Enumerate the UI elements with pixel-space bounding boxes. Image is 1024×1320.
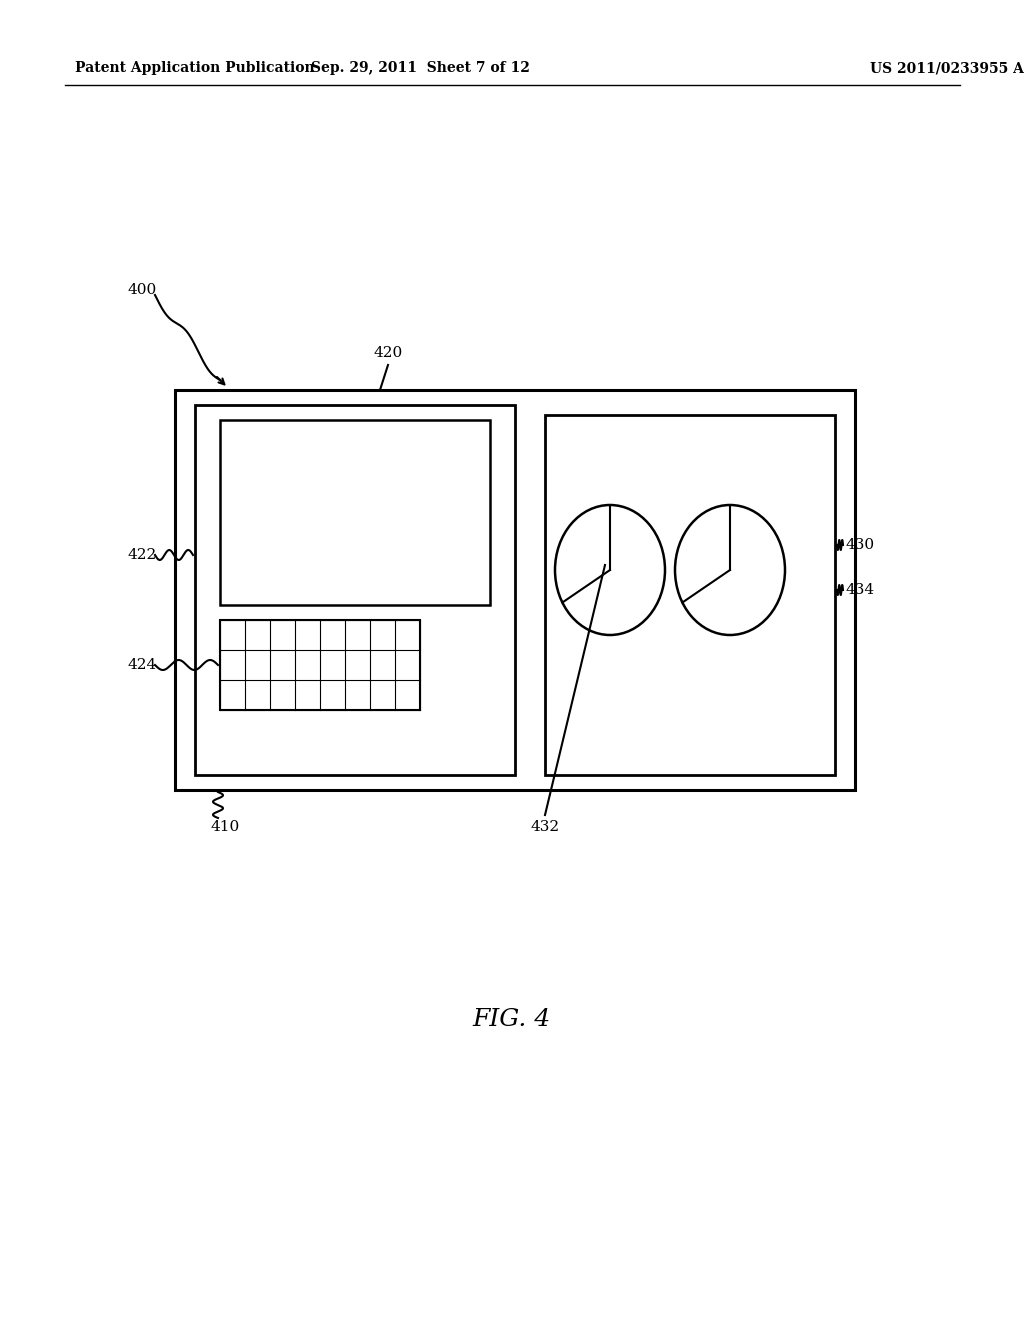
Text: FIG. 4: FIG. 4	[473, 1008, 551, 1031]
Text: 422: 422	[128, 548, 158, 562]
Text: Sep. 29, 2011  Sheet 7 of 12: Sep. 29, 2011 Sheet 7 of 12	[310, 61, 529, 75]
Text: 432: 432	[530, 820, 559, 834]
Text: 434: 434	[845, 583, 874, 597]
Text: 410: 410	[210, 820, 240, 834]
Bar	[545, 414, 835, 775]
Bar	[195, 405, 515, 775]
Text: US 2011/0233955 A1: US 2011/0233955 A1	[870, 61, 1024, 75]
Text: 400: 400	[128, 282, 158, 297]
Ellipse shape	[555, 506, 665, 635]
Ellipse shape	[675, 506, 785, 635]
Text: Patent Application Publication: Patent Application Publication	[75, 61, 314, 75]
Text: 430: 430	[845, 539, 874, 552]
Bar	[220, 620, 420, 710]
Text: 424: 424	[128, 657, 158, 672]
Bar	[220, 420, 490, 605]
Bar	[175, 389, 855, 789]
Text: 420: 420	[374, 346, 402, 360]
